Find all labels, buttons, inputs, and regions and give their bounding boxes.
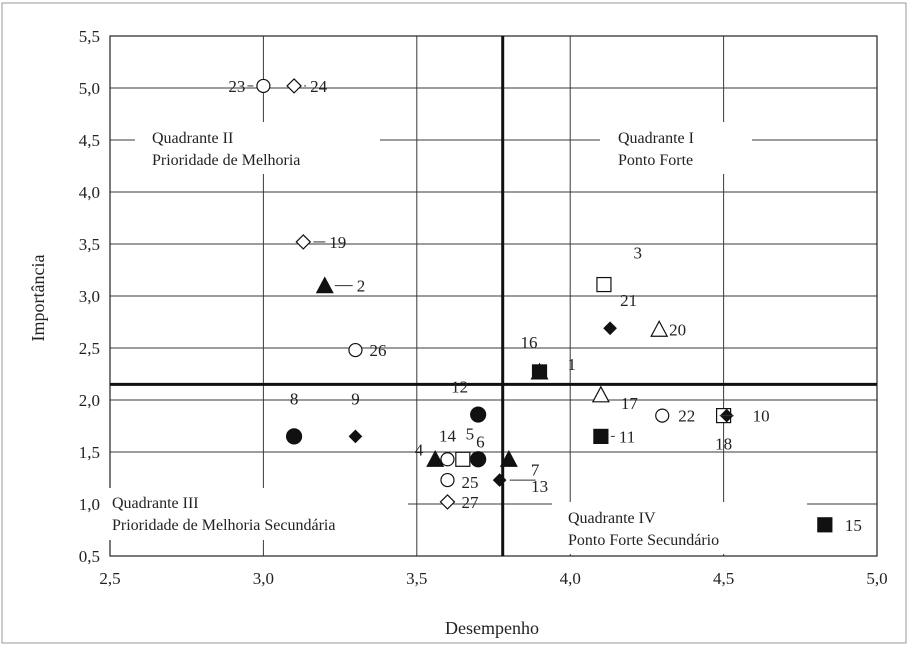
data-point-marker bbox=[286, 78, 302, 94]
y-tick-label: 2,0 bbox=[79, 391, 100, 410]
x-tick-label: 4,0 bbox=[560, 569, 581, 588]
data-point-marker bbox=[603, 321, 617, 336]
point-label: 24 bbox=[310, 77, 328, 96]
point-label: 1 bbox=[568, 355, 577, 374]
point-label: 17 bbox=[621, 394, 639, 413]
point-label: 16 bbox=[521, 333, 538, 352]
y-tick-label: 1,0 bbox=[79, 495, 100, 514]
point-label: 3 bbox=[633, 244, 642, 263]
data-point-marker bbox=[655, 408, 670, 423]
data-point-marker bbox=[593, 428, 609, 444]
y-tick-label: 3,0 bbox=[79, 287, 100, 306]
y-tick-label: 5,0 bbox=[79, 79, 100, 98]
point-label: 9 bbox=[351, 389, 360, 408]
quadrant-title: Quadrante IV bbox=[568, 510, 656, 527]
data-point-marker bbox=[530, 362, 549, 380]
x-tick-label: 3,5 bbox=[406, 569, 427, 588]
point-label: 13 bbox=[531, 477, 548, 496]
y-tick-label: 0,5 bbox=[79, 547, 100, 566]
point-label: 14 bbox=[439, 426, 457, 445]
data-point-marker bbox=[295, 234, 312, 250]
point-label: 25 bbox=[461, 473, 478, 492]
quadrant-label-bg bbox=[108, 488, 408, 540]
data-point-marker bbox=[440, 452, 455, 467]
x-tick-label: 5,0 bbox=[866, 569, 887, 588]
data-point-marker bbox=[440, 472, 455, 488]
point-label: 19 bbox=[329, 233, 346, 252]
y-tick-label: 3,5 bbox=[79, 235, 100, 254]
data-point-marker bbox=[492, 473, 507, 487]
point-label: 26 bbox=[369, 341, 386, 360]
quadrant-labels: Quadrante I Ponto Forte Quadrante II Priori… bbox=[108, 122, 807, 554]
point-label: 5 bbox=[466, 424, 475, 443]
axes: 2,5 3,0 3,5 4,0 4,5 5,0 0,5 1,0 1,5 2,0 2,5 3,0 3,5 4… bbox=[79, 27, 888, 588]
x-axis-title: Desempenho bbox=[445, 618, 539, 638]
quadrant-label-bg bbox=[135, 122, 380, 174]
point-label: 21 bbox=[620, 291, 637, 310]
data-points bbox=[256, 78, 833, 533]
point-label: 8 bbox=[290, 389, 299, 408]
x-tick-label: 2,5 bbox=[99, 569, 120, 588]
data-point-marker bbox=[426, 450, 445, 467]
point-label: 20 bbox=[669, 320, 686, 339]
quadrant-label-bg bbox=[552, 502, 807, 554]
quadrant-title: Quadrante I bbox=[618, 130, 694, 147]
y-tick-label: 1,5 bbox=[79, 443, 100, 462]
data-point-marker bbox=[499, 450, 518, 467]
data-point-marker bbox=[439, 494, 456, 510]
x-tick-label: 4,5 bbox=[713, 569, 734, 588]
point-label: 7 bbox=[531, 460, 540, 479]
point-label: 12 bbox=[451, 378, 468, 397]
data-point-marker bbox=[315, 276, 334, 294]
point-label: 18 bbox=[715, 435, 732, 454]
point-label: 6 bbox=[476, 432, 485, 451]
point-label: 2 bbox=[357, 277, 366, 296]
y-tick-label: 5,5 bbox=[79, 27, 100, 46]
data-point-marker bbox=[470, 451, 487, 468]
quadrant-title: Quadrante III bbox=[112, 495, 199, 512]
point-label: 15 bbox=[845, 516, 862, 535]
quadrant-label-bg bbox=[600, 122, 752, 174]
data-point-marker bbox=[470, 406, 487, 423]
quadrant-subtitle: Prioridade de Melhoria bbox=[152, 152, 300, 169]
point-label: 22 bbox=[678, 407, 695, 426]
quadrant-subtitle: Prioridade de Melhoria Secundária bbox=[112, 517, 335, 534]
quadrant-subtitle: Ponto Forte bbox=[618, 152, 693, 169]
point-label: 4 bbox=[415, 440, 424, 459]
y-axis-title: Importância bbox=[28, 255, 48, 342]
y-tick-label: 4,5 bbox=[79, 131, 100, 150]
quadrant-subtitle: Ponto Forte Secundário bbox=[568, 532, 719, 549]
data-point-marker bbox=[256, 78, 271, 94]
data-point-marker bbox=[455, 451, 471, 467]
quadrant-title: Quadrante II bbox=[152, 130, 233, 147]
data-point-marker bbox=[285, 428, 303, 445]
grid bbox=[110, 36, 877, 556]
point-label: 11 bbox=[619, 427, 635, 446]
data-point-marker bbox=[348, 429, 363, 444]
point-label: 10 bbox=[753, 407, 770, 426]
y-tick-label: 2,5 bbox=[79, 339, 100, 358]
data-point-marker bbox=[817, 517, 833, 533]
data-point-marker bbox=[591, 385, 610, 403]
y-tick-label: 4,0 bbox=[79, 183, 100, 202]
data-point-marker bbox=[348, 342, 363, 358]
x-tick-label: 3,0 bbox=[253, 569, 274, 588]
data-point-marker bbox=[596, 276, 612, 293]
plot-border bbox=[109, 35, 878, 557]
point-label: 23 bbox=[228, 77, 245, 96]
data-point-marker bbox=[650, 320, 669, 337]
point-label: 27 bbox=[461, 493, 479, 512]
